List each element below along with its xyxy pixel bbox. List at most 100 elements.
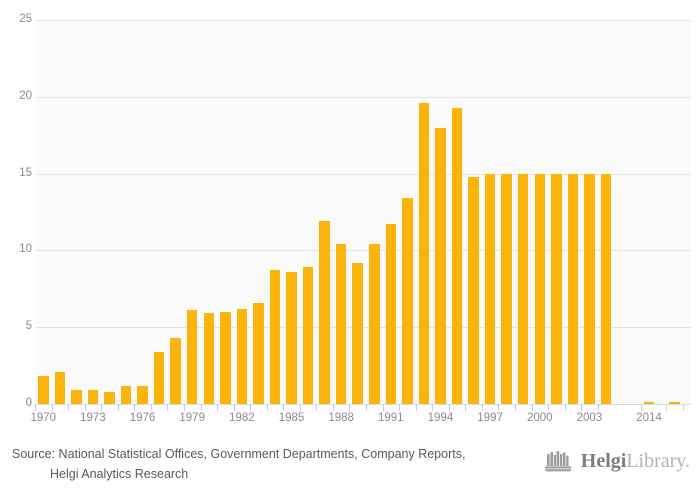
x-axis-tick [640, 404, 642, 411]
gridline [36, 96, 691, 98]
bar[interactable] [385, 224, 397, 404]
bar[interactable] [120, 385, 132, 404]
x-axis-tick [332, 404, 334, 411]
bar[interactable] [170, 337, 181, 404]
x-axis-tick-label: 1988 [328, 412, 354, 424]
x-axis-tick [283, 404, 285, 411]
x-axis-tick-label: 1985 [278, 412, 305, 424]
bar[interactable] [567, 173, 579, 404]
x-axis-tick [101, 404, 103, 411]
x-axis-tick [68, 404, 70, 411]
x-axis-tick [597, 404, 599, 411]
source-note: Source: National Statistical Offices, Go… [12, 444, 465, 484]
y-axis-tick-label: 0 [25, 397, 32, 409]
x-axis-tick-label: 1973 [80, 412, 106, 424]
bar[interactable] [451, 107, 463, 404]
bar[interactable] [435, 127, 446, 404]
x-axis-tick-label: 1970 [30, 412, 57, 424]
x-axis-tick [150, 404, 152, 411]
bar[interactable] [186, 310, 198, 404]
x-axis-tick [564, 404, 566, 411]
x-axis-tick [233, 404, 235, 411]
bar[interactable] [584, 173, 595, 404]
bar[interactable] [153, 351, 165, 404]
x-axis-tick [217, 404, 219, 411]
x-axis-tick [167, 404, 169, 411]
bar[interactable] [600, 173, 612, 404]
y-axis-tick-label: 15 [19, 166, 32, 179]
bar[interactable] [104, 391, 115, 404]
x-axis-tick-label: 2000 [526, 412, 553, 424]
bar[interactable] [484, 173, 496, 404]
x-axis-tick [366, 404, 367, 411]
bar[interactable] [137, 385, 148, 404]
bar[interactable] [236, 308, 248, 404]
x-axis-tick [548, 404, 550, 411]
bar[interactable] [319, 221, 330, 404]
gridline [36, 173, 691, 175]
x-axis-tick [349, 404, 351, 411]
logo-wordmark: HelgiLibrary. [581, 451, 690, 471]
bar[interactable] [335, 244, 347, 404]
bar[interactable] [551, 173, 562, 404]
bar[interactable] [352, 262, 363, 404]
bar[interactable] [517, 173, 529, 404]
x-axis-tick [448, 404, 450, 411]
x-axis-tick-label: 1979 [179, 412, 205, 424]
gridline [36, 250, 691, 252]
x-axis-tick [498, 404, 500, 411]
y-axis-tick-label: 25 [19, 13, 32, 25]
x-axis-tick [266, 404, 268, 411]
y-axis-tick-label: 10 [19, 243, 32, 256]
x-axis-tick-label: 1997 [477, 412, 503, 424]
x-axis-tick [134, 404, 136, 411]
bar[interactable] [87, 390, 99, 404]
bar[interactable] [643, 401, 655, 404]
y-axis-tick-label: 20 [19, 89, 32, 102]
x-axis: 1970 1973 1976 1979 1982 1985 1988 1991 1994 1997… [30, 404, 691, 434]
bar[interactable] [269, 270, 281, 404]
bar[interactable] [402, 198, 413, 404]
bar[interactable] [501, 173, 512, 404]
y-axis-tick-label: 5 [25, 320, 32, 333]
x-axis-tick-label: 1982 [229, 412, 255, 424]
bar[interactable] [220, 311, 231, 404]
bar[interactable] [54, 371, 66, 404]
logo-strong: Helgi [580, 450, 627, 472]
bar[interactable] [418, 102, 430, 404]
plot-area [36, 20, 691, 405]
bar-series [36, 20, 691, 404]
helgi-library-logo[interactable]: HelgiLibrary. [544, 450, 690, 472]
bar[interactable] [369, 244, 380, 404]
x-axis-tick-label: 1976 [129, 412, 156, 424]
library-books-icon [544, 451, 572, 472]
x-axis-tick [514, 404, 516, 411]
x-axis-tick-label: 1994 [427, 412, 454, 424]
bar[interactable] [468, 176, 479, 404]
source-line-1: Source: National Statistical Offices, Go… [12, 447, 466, 461]
x-axis-tick [316, 404, 318, 411]
logo-light: Library. [626, 450, 690, 472]
source-line-2: Helgi Analytics Research [50, 467, 189, 481]
x-axis-tick-label: 2014 [636, 412, 662, 424]
bar[interactable] [253, 302, 264, 404]
x-axis-tick [117, 404, 119, 411]
gridline [36, 327, 691, 329]
bar[interactable] [669, 401, 680, 404]
x-axis-tick [465, 404, 467, 411]
bar[interactable] [302, 267, 314, 404]
x-axis-tick [682, 404, 684, 411]
x-axis-tick [382, 404, 384, 411]
x-axis-tick [35, 404, 36, 411]
x-axis-tick [183, 404, 185, 411]
bar[interactable] [38, 376, 49, 404]
bar[interactable] [286, 271, 297, 404]
x-axis-tick [250, 404, 252, 411]
gridline [36, 20, 691, 21]
bar[interactable] [534, 173, 545, 404]
x-axis-tick [200, 404, 202, 411]
bar[interactable] [71, 390, 82, 404]
bar[interactable] [203, 313, 214, 404]
x-axis-tick-label: 2003 [576, 412, 603, 424]
